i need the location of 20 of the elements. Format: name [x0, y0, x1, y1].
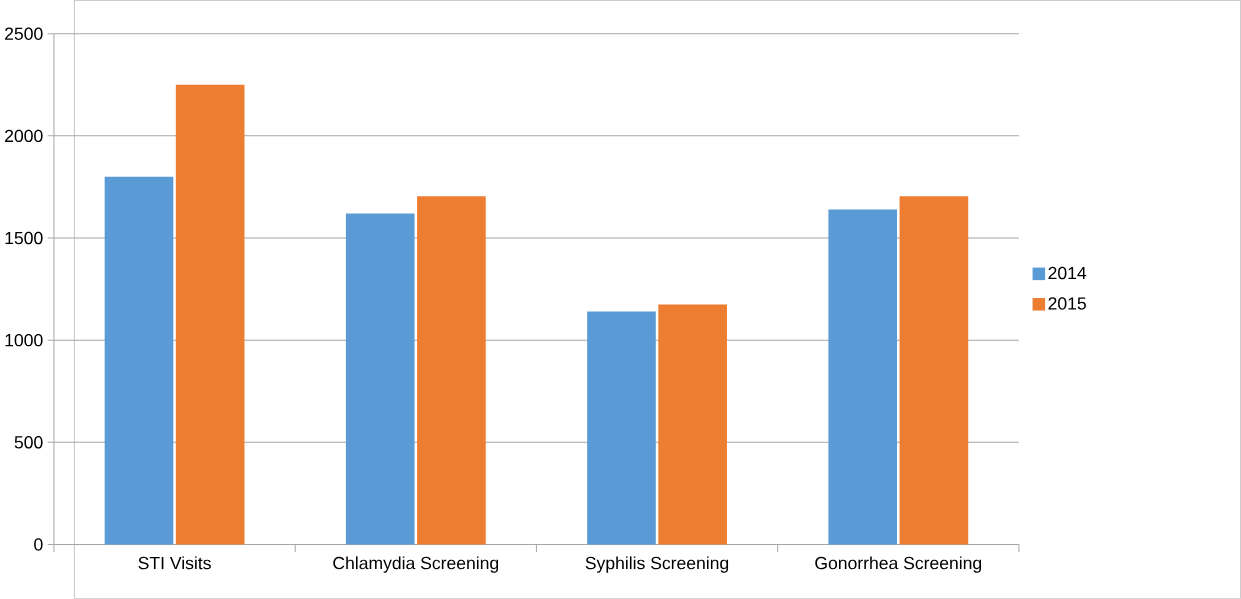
- y-tick-label: 2000: [5, 129, 43, 143]
- x-tick-label: STI Visits: [138, 556, 211, 570]
- bar: [175, 84, 245, 545]
- y-tick-label: 1500: [5, 231, 43, 245]
- bar: [587, 311, 656, 545]
- y-tick-label: 1000: [5, 333, 43, 347]
- legend-label: 2015: [1048, 297, 1086, 310]
- bar: [828, 209, 898, 545]
- y-tick-label: 2500: [5, 27, 43, 41]
- bar: [899, 196, 969, 545]
- legend-label: 2014: [1048, 266, 1087, 280]
- bar: [658, 304, 727, 545]
- bar: [417, 196, 486, 545]
- y-tick-label: 500: [14, 436, 43, 449]
- y-tick-label: 0: [34, 538, 43, 551]
- x-tick-label: Chlamydia Screening: [333, 556, 499, 573]
- x-tick-label: Gonorrhea Screening: [815, 556, 982, 573]
- x-tick-label: Syphilis Screening: [585, 556, 729, 573]
- bar: [104, 176, 174, 545]
- bar: [345, 213, 415, 545]
